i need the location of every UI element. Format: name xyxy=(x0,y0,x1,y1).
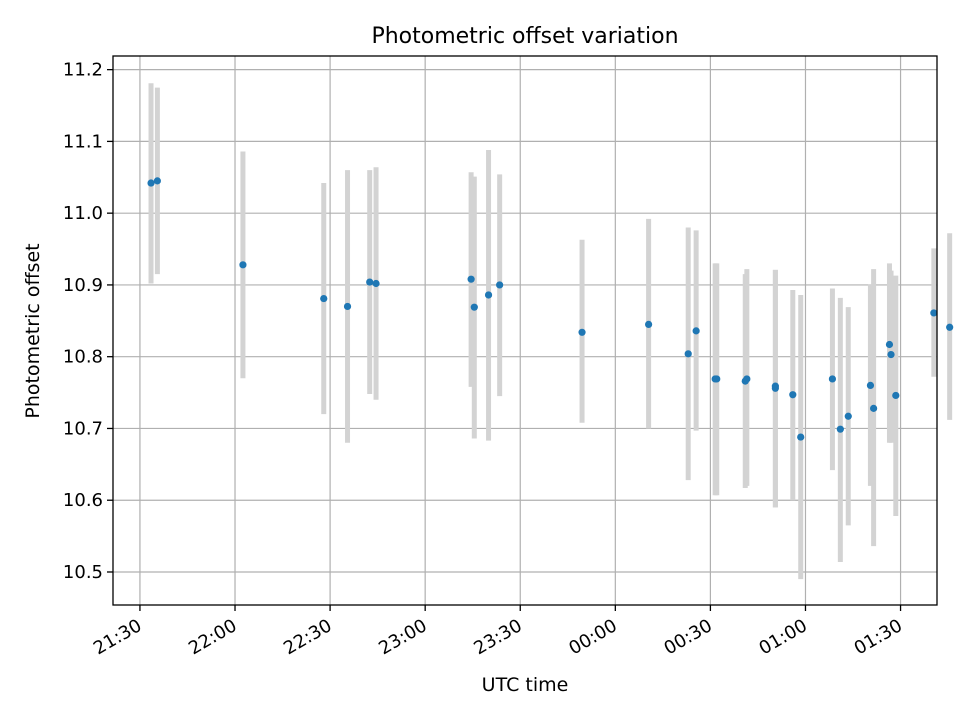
y-tick-label: 11.1 xyxy=(63,131,103,152)
plot-frame xyxy=(112,55,938,606)
grid xyxy=(113,56,937,605)
data-point xyxy=(496,281,504,289)
data-point xyxy=(343,302,352,311)
data-point xyxy=(892,391,900,400)
data-point xyxy=(147,179,155,187)
y-tick-label: 10.9 xyxy=(63,275,103,296)
data-point xyxy=(470,303,478,311)
y-tick-label: 10.7 xyxy=(63,418,103,439)
y-tick-label: 10.8 xyxy=(63,347,103,368)
data-point xyxy=(885,340,894,349)
data-points xyxy=(147,177,954,441)
data-point xyxy=(320,294,328,303)
data-point xyxy=(870,404,878,412)
data-point xyxy=(684,350,692,358)
data-point xyxy=(484,291,493,299)
data-point xyxy=(467,275,475,283)
data-point xyxy=(930,309,938,317)
y-tick-label: 11.0 xyxy=(63,203,103,224)
data-point xyxy=(797,433,805,441)
data-point xyxy=(743,375,751,383)
y-axis: 10.5 10.6 10.7 10.8 10.9 11.0 11.1 11.2 xyxy=(63,60,113,583)
data-point xyxy=(828,375,837,383)
data-point xyxy=(789,391,797,399)
data-point xyxy=(153,177,161,185)
data-point xyxy=(645,320,653,328)
data-point xyxy=(771,384,779,392)
y-tick-label: 11.2 xyxy=(63,60,103,81)
data-point xyxy=(836,425,844,433)
y-tick-label: 10.5 xyxy=(63,562,103,583)
chart-title: Photometric offset variation xyxy=(371,24,678,49)
data-point xyxy=(372,279,380,288)
data-point xyxy=(866,381,875,389)
x-axis-label: UTC time xyxy=(482,674,569,696)
data-point xyxy=(578,328,586,336)
data-point xyxy=(844,412,852,420)
data-point xyxy=(946,323,954,331)
data-point xyxy=(366,278,374,286)
y-tick-label: 10.6 xyxy=(63,490,103,511)
data-point xyxy=(713,375,721,383)
data-point xyxy=(887,350,895,359)
data-point xyxy=(692,327,700,335)
y-axis-label: Photometric offset xyxy=(22,243,44,418)
data-point xyxy=(239,261,247,269)
